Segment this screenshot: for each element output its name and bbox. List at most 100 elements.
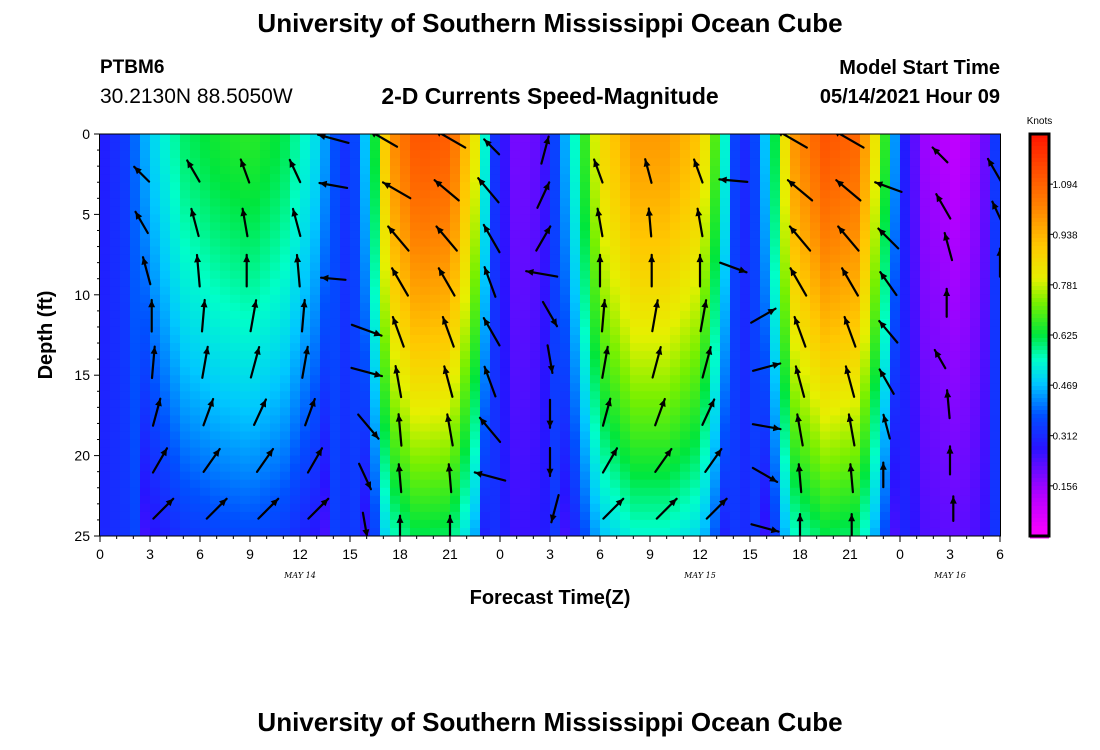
heatmap-cell bbox=[590, 190, 601, 199]
heatmap-cell bbox=[860, 158, 871, 167]
heatmap-cell bbox=[190, 495, 201, 505]
heatmap-cell bbox=[540, 367, 551, 376]
heatmap-cell bbox=[150, 326, 161, 336]
heatmap-cell bbox=[580, 270, 591, 280]
heatmap-cell bbox=[700, 190, 711, 199]
heatmap-cell bbox=[950, 351, 961, 360]
heatmap-cell bbox=[180, 519, 191, 529]
heatmap-cell bbox=[990, 278, 1000, 288]
heatmap-cell bbox=[740, 399, 751, 408]
heatmap-cell bbox=[310, 238, 321, 248]
heatmap-cell bbox=[860, 439, 871, 449]
heatmap-cell bbox=[500, 367, 511, 376]
heatmap-cell bbox=[980, 166, 991, 175]
heatmap-cell bbox=[450, 343, 461, 352]
heatmap-cell bbox=[260, 198, 271, 207]
heatmap-cell bbox=[310, 182, 321, 191]
heatmap-cell bbox=[560, 190, 571, 199]
heatmap-cell bbox=[480, 495, 491, 505]
heatmap-cell bbox=[980, 246, 991, 256]
heatmap-cell bbox=[530, 206, 541, 215]
heatmap-cell bbox=[920, 302, 931, 312]
heatmap-cell bbox=[190, 487, 201, 497]
heatmap-cell bbox=[700, 503, 711, 513]
heatmap-cell bbox=[970, 270, 981, 280]
heatmap-cell bbox=[370, 343, 381, 352]
heatmap-cell bbox=[600, 367, 611, 376]
heatmap-cell bbox=[970, 198, 981, 207]
heatmap-cell bbox=[940, 495, 951, 505]
heatmap-cell bbox=[340, 423, 351, 433]
heatmap-cell bbox=[900, 503, 911, 513]
heatmap-cell bbox=[380, 415, 391, 425]
heatmap-cell bbox=[840, 214, 851, 224]
heatmap-cell bbox=[870, 335, 881, 344]
heatmap-cell bbox=[510, 423, 521, 433]
heatmap-cell bbox=[100, 134, 111, 143]
heatmap-cell bbox=[280, 495, 291, 505]
heatmap-cell bbox=[840, 206, 851, 215]
heatmap-cell bbox=[670, 375, 681, 384]
heatmap-cell bbox=[550, 367, 561, 376]
heatmap-cell bbox=[890, 423, 901, 433]
heatmap-cell bbox=[150, 158, 161, 167]
heatmap-cell bbox=[930, 222, 941, 232]
heatmap-cell bbox=[200, 511, 211, 521]
heatmap-cell bbox=[530, 278, 541, 288]
heatmap-cell bbox=[520, 511, 531, 521]
heatmap-cell bbox=[430, 214, 441, 224]
heatmap-cell bbox=[500, 391, 511, 400]
heatmap-cell bbox=[670, 318, 681, 328]
heatmap-cell bbox=[520, 463, 531, 473]
heatmap-cell bbox=[760, 343, 771, 352]
heatmap-cell bbox=[100, 359, 111, 368]
heatmap-cell bbox=[170, 174, 181, 183]
heatmap-cell bbox=[960, 158, 971, 167]
heatmap-cell bbox=[730, 166, 741, 175]
heatmap-cell bbox=[350, 142, 361, 151]
heatmap-cell bbox=[650, 415, 661, 425]
heatmap-cell bbox=[260, 359, 271, 368]
heatmap-cell bbox=[810, 463, 821, 473]
colorbar-swatch bbox=[1030, 358, 1049, 363]
heatmap-cell bbox=[880, 479, 891, 489]
heatmap-cell bbox=[560, 278, 571, 288]
heatmap-cell bbox=[230, 479, 241, 489]
heatmap-cell bbox=[170, 335, 181, 344]
heatmap-cell bbox=[480, 407, 491, 416]
current-vector bbox=[395, 413, 403, 447]
heatmap-cell bbox=[930, 455, 941, 465]
heatmap-cell bbox=[790, 238, 801, 248]
heatmap-cell bbox=[390, 471, 401, 481]
heatmap-cell bbox=[510, 463, 521, 473]
heatmap-cell bbox=[400, 134, 411, 143]
heatmap-cell bbox=[520, 335, 531, 344]
heatmap-cell bbox=[760, 222, 771, 232]
heatmap-cell bbox=[950, 182, 961, 191]
heatmap-cell bbox=[870, 134, 881, 143]
heatmap-cell bbox=[340, 487, 351, 497]
heatmap-cell bbox=[810, 270, 821, 280]
heatmap-cell bbox=[370, 447, 381, 457]
heatmap-cell bbox=[900, 375, 911, 384]
heatmap-cell bbox=[350, 286, 361, 296]
heatmap-cell bbox=[860, 375, 871, 384]
heatmap-cell bbox=[530, 150, 541, 159]
heatmap-cell bbox=[410, 142, 421, 151]
heatmap-cell bbox=[450, 198, 461, 207]
heatmap-cell bbox=[890, 294, 901, 304]
heatmap-cell bbox=[410, 326, 421, 336]
heatmap-cell bbox=[990, 383, 1000, 392]
heatmap-cell bbox=[150, 206, 161, 215]
heatmap-cell bbox=[170, 415, 181, 425]
heatmap-cell bbox=[950, 246, 961, 256]
heatmap-cell bbox=[300, 383, 311, 392]
heatmap-cell bbox=[470, 294, 481, 304]
heatmap-cell bbox=[380, 527, 391, 536]
heatmap-cell bbox=[220, 302, 231, 312]
colorbar-swatch bbox=[1030, 402, 1049, 407]
heatmap-cell bbox=[290, 511, 301, 521]
heatmap-cell bbox=[500, 423, 511, 433]
heatmap-cell bbox=[720, 134, 731, 143]
heatmap-cell bbox=[730, 383, 741, 392]
